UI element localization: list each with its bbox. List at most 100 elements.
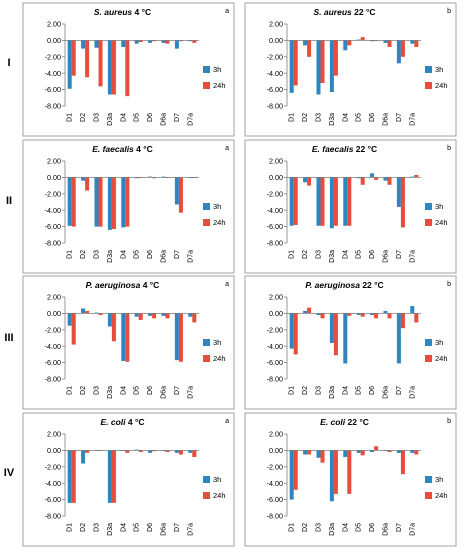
x-tick-label: D4	[120, 250, 127, 259]
legend-swatch-3h	[203, 66, 210, 73]
x-tick-label: D7	[174, 386, 181, 395]
bar-24h	[320, 313, 325, 319]
legend-label-3h: 3h	[213, 338, 221, 347]
bar-24h	[360, 177, 365, 185]
chart-title-species: E. coli	[100, 417, 126, 427]
chart-title-species: S. aureus	[94, 7, 133, 17]
x-tick-label: D6	[147, 386, 154, 395]
legend-swatch-3h	[425, 203, 432, 210]
x-tick-label: D3a	[329, 250, 336, 263]
bar-3h	[370, 173, 375, 178]
bar-24h	[307, 307, 312, 314]
x-tick-label: D2	[80, 250, 87, 259]
x-tick-label: D1	[67, 386, 74, 395]
bar-3h	[370, 40, 375, 42]
y-tick-label: -2.00	[45, 462, 61, 471]
bar-3h	[383, 40, 388, 43]
bar-3h	[356, 39, 361, 41]
bar-3h	[343, 313, 348, 364]
bar-24h	[111, 450, 116, 503]
bar-24h	[360, 450, 365, 456]
bar-3h	[121, 177, 126, 228]
x-tick-label: D5	[356, 250, 363, 259]
bar-3h	[161, 40, 166, 43]
chart-title-species: E. faecalis	[92, 144, 134, 154]
legend-label-24h: 24h	[435, 218, 448, 227]
x-tick-label: D7	[174, 523, 181, 532]
bar-3h	[316, 177, 321, 226]
x-tick-label: D3a	[329, 523, 336, 536]
legend-label-24h: 24h	[435, 81, 448, 90]
x-tick-label: D6a	[161, 386, 168, 399]
bar-3h	[410, 40, 415, 44]
bar-3h	[174, 177, 179, 205]
y-tick-label: -4.00	[267, 206, 283, 215]
chart-panel: E. coli 22 °C b 2.00 0.00 -2.00 -4.00 -6.00 -8.…	[244, 412, 457, 547]
bar-3h	[67, 313, 72, 326]
bar-24h	[414, 450, 419, 455]
chart-title: E. coli 4 °C	[100, 417, 144, 427]
x-tick-label: D4	[342, 250, 349, 259]
bar-24h	[192, 450, 197, 457]
legend-label-3h: 3h	[435, 65, 443, 74]
bar-24h	[374, 446, 379, 451]
legend-label-3h: 3h	[435, 475, 443, 484]
y-tick-label: -4.00	[267, 342, 283, 351]
bar-24h	[333, 313, 338, 356]
bar-3h	[161, 313, 166, 316]
chart-title-species: E. faecalis	[312, 144, 354, 154]
bar-3h	[188, 450, 193, 453]
bar-24h	[347, 450, 352, 494]
panel-frame	[244, 275, 457, 410]
bar-24h	[387, 313, 392, 319]
x-tick-label: D6a	[383, 250, 390, 263]
bar-3h	[316, 313, 321, 316]
x-tick-label: D5	[134, 523, 141, 532]
x-tick-label: D6a	[161, 523, 168, 536]
y-tick-label: 2.00	[269, 430, 283, 439]
x-tick-label: D6a	[161, 113, 168, 126]
y-tick-label: 0.00	[269, 446, 283, 455]
y-tick-label: -6.00	[45, 222, 61, 231]
panel-corner-letter: a	[225, 281, 229, 288]
x-tick-label: D4	[342, 523, 349, 532]
chart-title: S. aureus 4 °C	[94, 7, 151, 17]
bar-24h	[125, 40, 130, 97]
chart-title: S. aureus 22 °C	[314, 7, 376, 17]
bar-24h	[360, 37, 365, 41]
bar-3h	[81, 177, 86, 181]
bar-3h	[134, 177, 139, 179]
y-tick-label: -2.00	[267, 325, 283, 334]
panel-corner-letter: a	[225, 8, 229, 15]
bar-3h	[107, 177, 112, 230]
y-tick-label: -8.00	[267, 512, 283, 521]
x-tick-label: D3	[94, 523, 101, 532]
y-tick-label: -6.00	[267, 222, 283, 231]
bar-3h	[383, 177, 388, 181]
bar-24h	[192, 313, 197, 323]
bar-3h	[161, 176, 166, 178]
bar-3h	[410, 176, 415, 178]
y-tick-label: 0.00	[269, 309, 283, 318]
bar-3h	[188, 40, 193, 42]
x-tick-label: D3a	[107, 386, 114, 399]
chart-title-species: P. aeruginosa	[305, 280, 360, 290]
y-tick-label: 2.00	[269, 293, 283, 302]
bar-3h	[107, 40, 112, 95]
bar-3h	[94, 177, 99, 227]
y-tick-label: 0.00	[269, 173, 283, 182]
x-tick-label: D5	[356, 386, 363, 395]
bar-24h	[138, 450, 143, 453]
bar-3h	[289, 450, 294, 500]
chart-title: E. faecalis 4 °C	[92, 144, 153, 154]
legend-label-24h: 24h	[213, 354, 226, 363]
bar-3h	[174, 313, 179, 361]
bar-24h	[152, 450, 157, 452]
legend-label-24h: 24h	[213, 218, 226, 227]
x-tick-label: D3a	[329, 113, 336, 126]
bar-3h	[148, 40, 153, 43]
bar-3h	[94, 312, 99, 314]
bar-24h	[165, 40, 170, 44]
bar-24h	[165, 450, 170, 453]
chart-title-temperature: 22 °C	[360, 280, 384, 290]
